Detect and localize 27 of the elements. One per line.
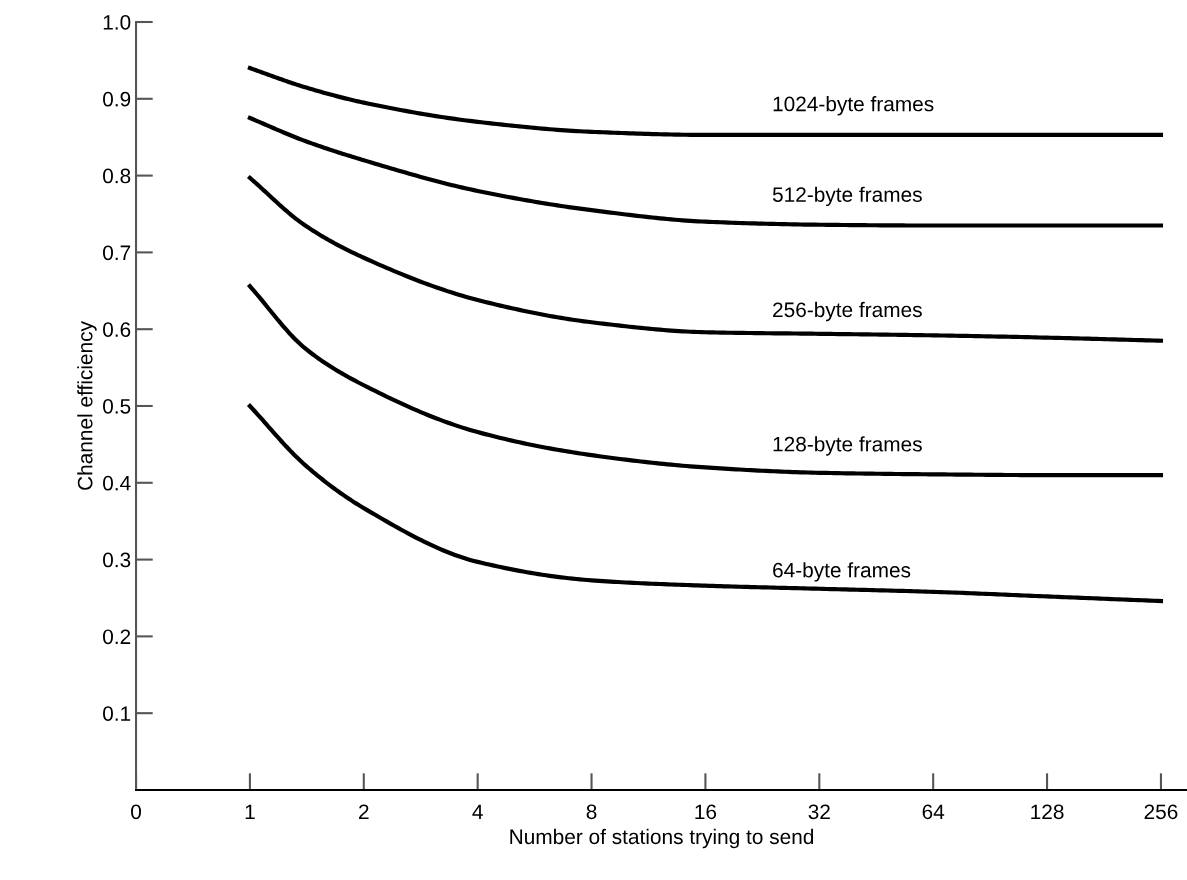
x-tick-label: 64 <box>922 804 945 820</box>
x-tick-label: 0 <box>131 804 142 820</box>
y-tick-label: 0.1 <box>103 706 131 721</box>
series-label: 128-byte frames <box>773 436 922 456</box>
y-tick-label: 0.3 <box>103 552 131 568</box>
series-label: 64-byte frames <box>773 562 911 582</box>
y-tick-label: 0.4 <box>103 475 131 491</box>
x-tick-label: 1 <box>245 804 255 819</box>
series-label: 512-byte frames <box>772 186 922 207</box>
y-tick-label: 0.7 <box>103 245 131 261</box>
y-tick-label: 1.0 <box>103 15 131 30</box>
y-tick-label: 0.6 <box>103 322 131 337</box>
x-tick-label: 4 <box>472 804 483 819</box>
x-tick-label: 8 <box>586 804 597 820</box>
x-axis-title: Number of stations trying to send <box>510 828 814 849</box>
y-tick-label: 0.9 <box>103 91 131 107</box>
series-label: 1024-byte frames <box>773 96 934 116</box>
y-tick-label: 0.2 <box>103 629 131 645</box>
series-label: 256-byte frames <box>773 301 922 322</box>
y-tick-label: 0.5 <box>103 398 131 414</box>
x-tick-label: 2 <box>359 804 369 819</box>
y-tick-label: 0.8 <box>103 168 131 184</box>
y-axis-title: Channel efficiency <box>77 321 97 490</box>
x-tick-label: 256 <box>1144 804 1178 820</box>
x-tick-label: 128 <box>1031 804 1064 820</box>
x-tick-label: 16 <box>695 804 717 820</box>
x-tick-label: 32 <box>808 804 830 820</box>
